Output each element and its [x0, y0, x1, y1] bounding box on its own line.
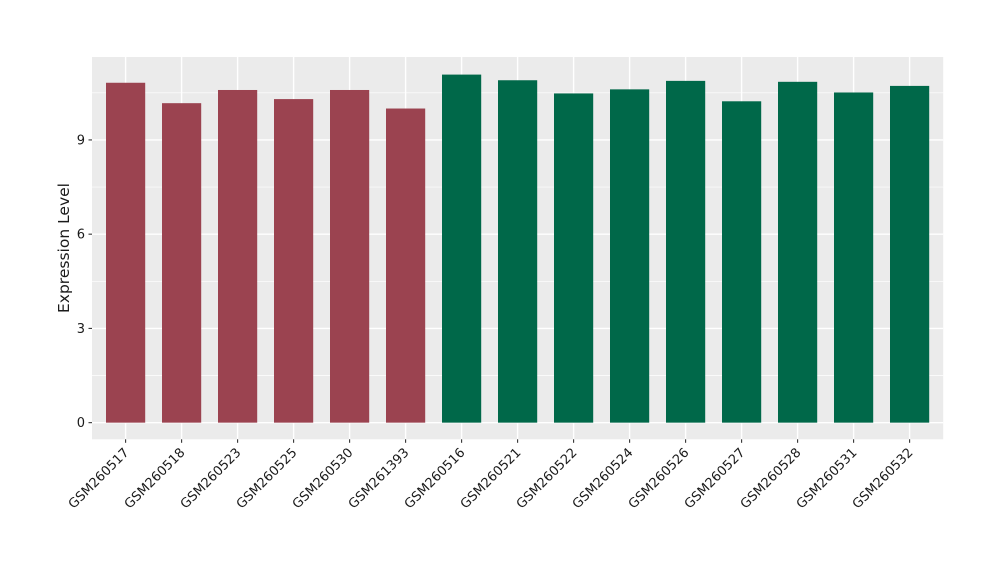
bar-GSM260517	[106, 82, 146, 423]
bar-GSM260528	[778, 81, 818, 423]
bar-GSM260522	[554, 93, 594, 423]
bar-GSM260516	[442, 74, 482, 423]
bar-GSM260531	[834, 92, 874, 423]
bar-GSM260518	[162, 103, 202, 423]
bar-GSM260523	[218, 89, 258, 423]
bar-GSM260524	[610, 89, 650, 423]
bar-GSM260521	[498, 80, 538, 423]
y-tick-label: 3	[77, 322, 85, 337]
bar-GSM261393	[386, 108, 426, 423]
y-tick-label: 9	[77, 133, 85, 148]
bar-GSM260525	[274, 99, 314, 423]
y-tick-label: 0	[77, 416, 85, 431]
y-tick-label: 6	[77, 228, 85, 243]
x-tick-label: GSM260532	[850, 446, 917, 513]
bar-GSM260527	[722, 101, 762, 423]
bar-GSM260526	[666, 80, 706, 423]
y-axis-title: Expression Level	[55, 183, 73, 313]
bar-GSM260532	[890, 85, 930, 423]
bar-GSM260530	[330, 89, 370, 423]
